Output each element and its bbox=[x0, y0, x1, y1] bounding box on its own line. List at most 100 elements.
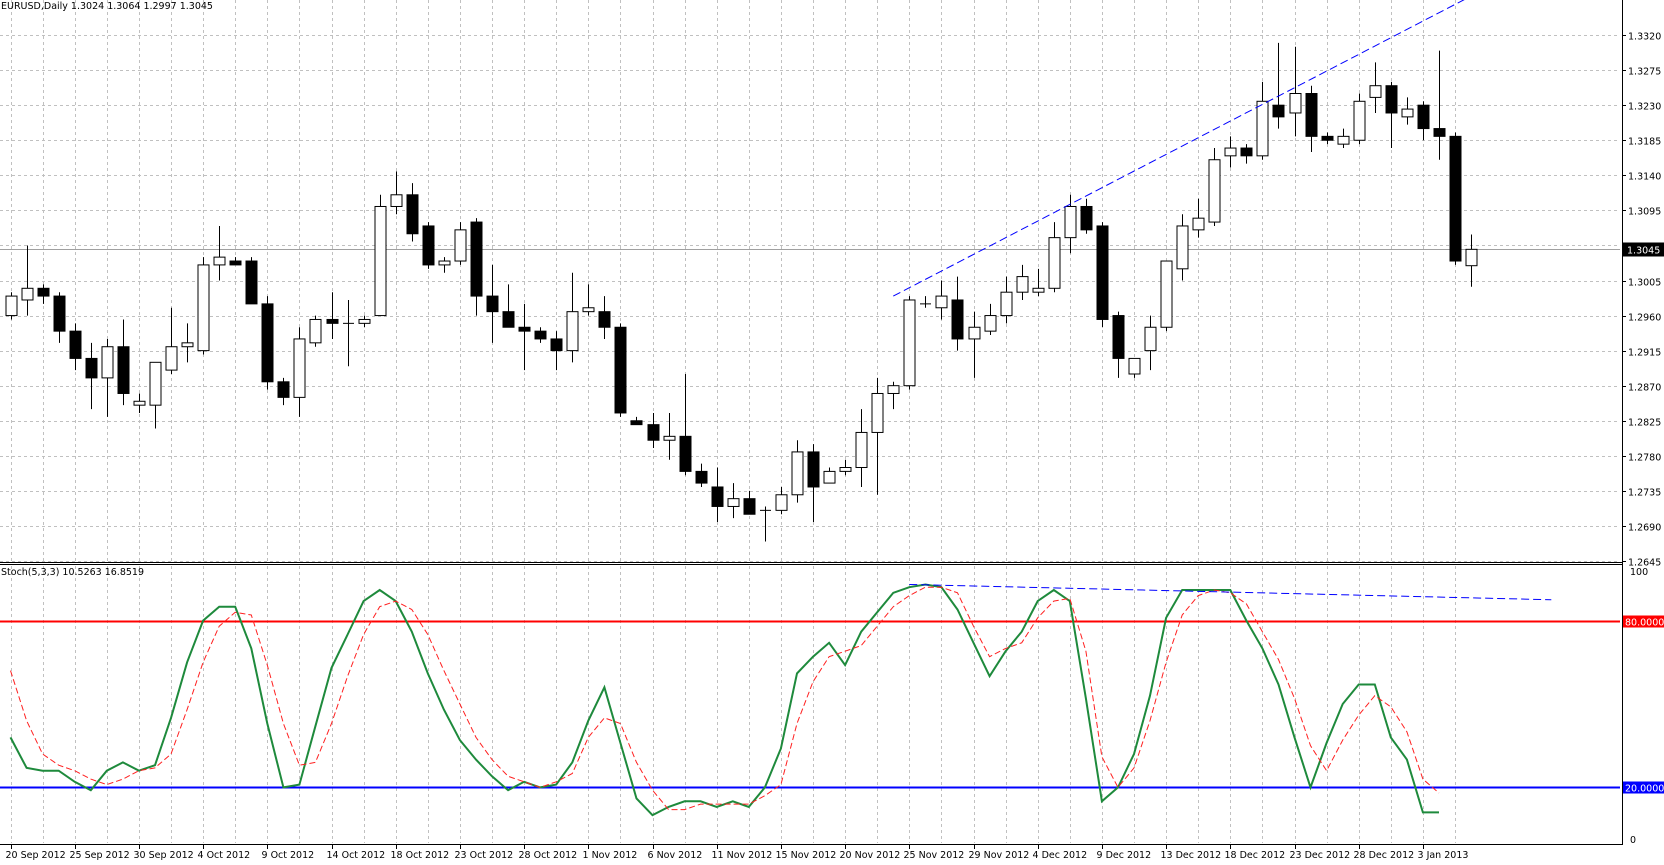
candle[interactable] bbox=[903, 296, 916, 390]
candle[interactable] bbox=[1256, 81, 1269, 160]
candle[interactable] bbox=[582, 284, 595, 316]
candle[interactable] bbox=[502, 284, 515, 328]
candle[interactable] bbox=[775, 486, 788, 515]
candle[interactable] bbox=[1401, 97, 1414, 125]
candle[interactable] bbox=[390, 171, 403, 215]
candle[interactable] bbox=[261, 296, 274, 390]
candle[interactable] bbox=[1176, 214, 1189, 281]
candle[interactable] bbox=[149, 361, 162, 429]
candle[interactable] bbox=[711, 467, 724, 523]
price-panel[interactable] bbox=[0, 0, 1620, 542]
candle[interactable] bbox=[343, 299, 354, 367]
candle[interactable] bbox=[1048, 222, 1061, 293]
candle[interactable] bbox=[101, 338, 114, 417]
candle[interactable] bbox=[1208, 148, 1221, 226]
price-trendline[interactable] bbox=[893, 0, 1471, 297]
candle[interactable] bbox=[887, 381, 900, 410]
candle[interactable] bbox=[1096, 222, 1109, 328]
candle[interactable] bbox=[69, 323, 82, 371]
candle[interactable] bbox=[470, 218, 483, 316]
candle[interactable] bbox=[1449, 132, 1462, 265]
candle[interactable] bbox=[277, 377, 290, 406]
candle[interactable] bbox=[518, 303, 531, 371]
candle[interactable] bbox=[422, 222, 435, 269]
candle[interactable] bbox=[245, 257, 258, 305]
candle[interactable] bbox=[647, 412, 660, 449]
candle[interactable] bbox=[951, 276, 964, 351]
candle[interactable] bbox=[1144, 315, 1157, 371]
candle[interactable] bbox=[229, 257, 242, 266]
candle[interactable] bbox=[165, 307, 178, 374]
candle[interactable] bbox=[823, 467, 836, 484]
candle[interactable] bbox=[85, 342, 98, 410]
candle[interactable] bbox=[454, 222, 467, 265]
candle[interactable] bbox=[1128, 357, 1141, 378]
candle[interactable] bbox=[663, 412, 676, 460]
candle[interactable] bbox=[358, 315, 371, 328]
candle[interactable] bbox=[374, 194, 387, 317]
candle[interactable] bbox=[550, 331, 563, 371]
candle[interactable] bbox=[1353, 93, 1366, 145]
candle[interactable] bbox=[1192, 198, 1205, 238]
candle[interactable] bbox=[743, 490, 756, 515]
current-price-label: 1.3045 bbox=[1627, 246, 1660, 257]
candle[interactable] bbox=[1465, 234, 1478, 287]
candle[interactable] bbox=[1321, 132, 1334, 145]
candle[interactable] bbox=[791, 440, 804, 503]
candle[interactable] bbox=[37, 284, 50, 304]
candle[interactable] bbox=[326, 292, 339, 339]
candle-body-bull bbox=[1160, 260, 1173, 328]
candle[interactable] bbox=[1016, 264, 1029, 300]
candle[interactable] bbox=[53, 292, 66, 343]
candle[interactable] bbox=[1240, 144, 1253, 164]
candle[interactable] bbox=[920, 296, 931, 308]
candle[interactable] bbox=[1417, 101, 1430, 141]
candle[interactable] bbox=[727, 483, 740, 519]
candle[interactable] bbox=[21, 245, 34, 316]
stoch-trendline[interactable] bbox=[909, 583, 1552, 601]
candle[interactable] bbox=[1337, 128, 1350, 149]
candle[interactable] bbox=[309, 315, 322, 347]
candle[interactable] bbox=[598, 296, 611, 339]
candle[interactable] bbox=[1433, 50, 1446, 160]
candle[interactable] bbox=[614, 323, 627, 417]
candle[interactable] bbox=[117, 319, 130, 406]
candle[interactable] bbox=[438, 257, 451, 273]
candle[interactable] bbox=[1160, 260, 1173, 332]
candle[interactable] bbox=[807, 444, 820, 523]
candle[interactable] bbox=[5, 292, 18, 320]
candle[interactable] bbox=[1112, 311, 1125, 378]
candle[interactable] bbox=[566, 272, 579, 363]
candle[interactable] bbox=[984, 303, 997, 336]
candle[interactable] bbox=[695, 463, 708, 487]
candle[interactable] bbox=[935, 280, 948, 320]
candle[interactable] bbox=[855, 409, 868, 487]
candle[interactable] bbox=[406, 183, 419, 242]
candle[interactable] bbox=[1080, 198, 1093, 234]
candle[interactable] bbox=[133, 393, 146, 413]
candle[interactable] bbox=[486, 264, 499, 343]
candle[interactable] bbox=[1224, 136, 1237, 168]
stochastic-panel[interactable] bbox=[0, 583, 1620, 817]
candle[interactable] bbox=[871, 377, 884, 495]
candle[interactable] bbox=[630, 416, 643, 426]
candle[interactable] bbox=[181, 323, 194, 363]
candle[interactable] bbox=[293, 327, 306, 417]
candle[interactable] bbox=[968, 311, 981, 378]
candle[interactable] bbox=[1385, 81, 1398, 149]
candle[interactable] bbox=[1369, 62, 1382, 113]
candle[interactable] bbox=[1305, 85, 1318, 152]
candle[interactable] bbox=[1032, 268, 1045, 297]
candle[interactable] bbox=[839, 459, 852, 476]
candle[interactable] bbox=[213, 225, 226, 281]
candle[interactable] bbox=[1289, 46, 1302, 137]
candle-body-bull bbox=[1032, 287, 1045, 293]
candle[interactable] bbox=[760, 506, 771, 542]
candle[interactable] bbox=[197, 257, 210, 355]
candle[interactable] bbox=[679, 374, 692, 476]
candle[interactable] bbox=[1272, 42, 1285, 129]
candle[interactable] bbox=[534, 327, 547, 343]
candle[interactable] bbox=[1000, 276, 1013, 324]
